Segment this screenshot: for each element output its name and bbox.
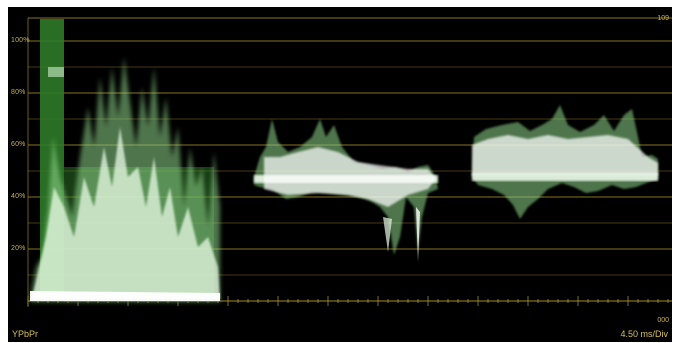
- time-division-ticks: [27, 296, 669, 306]
- waveform-monitor: 100% 80% 60% 40% 20% 109 000 YPbPr 4.50 …: [8, 7, 672, 342]
- trace-segment-2: [254, 119, 438, 262]
- luma-trace: [30, 19, 658, 302]
- scale-label-40: 40%: [11, 193, 26, 200]
- bottom-right-scale-label: 000: [657, 317, 669, 324]
- top-right-scale-label: 109: [657, 15, 669, 22]
- trace-segment-3: [472, 105, 658, 219]
- scale-label-60: 60%: [11, 141, 26, 148]
- scale-label-20: 20%: [11, 245, 26, 252]
- scale-label-80: 80%: [11, 89, 26, 96]
- timebase-label: 4.50 ms/Div: [620, 329, 668, 339]
- signal-format-label: YPbPr: [12, 329, 39, 339]
- scale-label-100: 100%: [11, 37, 30, 44]
- trace-segment-1: [30, 19, 220, 302]
